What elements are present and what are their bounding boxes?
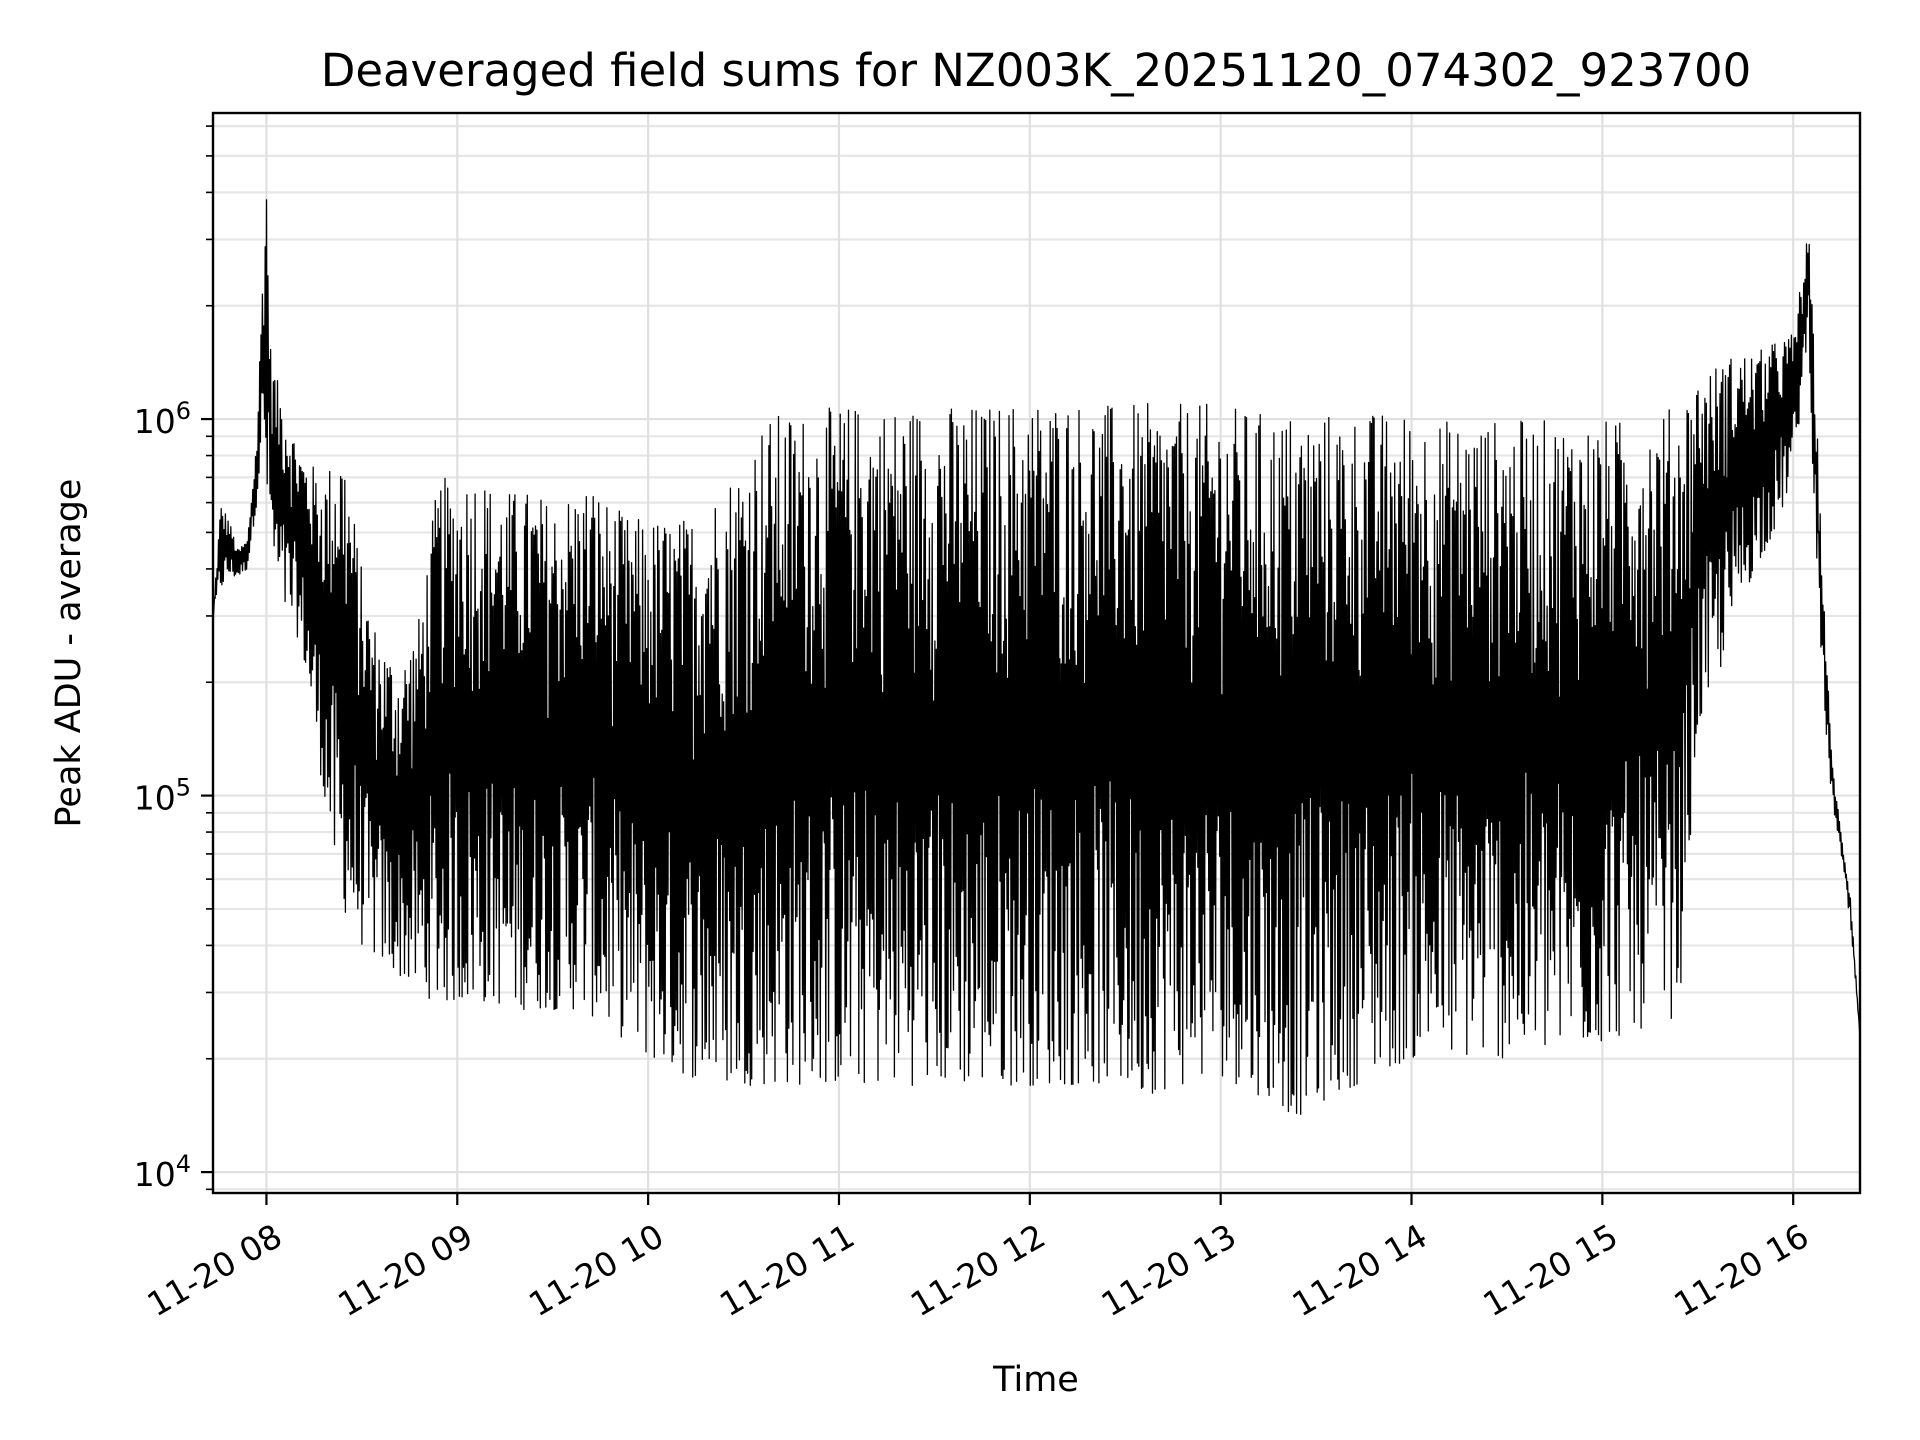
y-tick-label: 105	[134, 774, 191, 818]
y-axis-ticks: 104 105 106	[134, 125, 213, 1194]
y-tick-label: 104	[134, 1150, 191, 1194]
y-axis-label: Peak ADU - average	[49, 479, 89, 828]
y-tick-label: 106	[134, 397, 191, 441]
plot-frame	[211, 111, 1862, 1195]
data-series	[212, 199, 1861, 1115]
x-axis-label: Time	[992, 1360, 1079, 1400]
series-line	[212, 199, 1861, 1115]
chart-title: Deaveraged field sums for NZ003K_2025112…	[321, 44, 1752, 97]
